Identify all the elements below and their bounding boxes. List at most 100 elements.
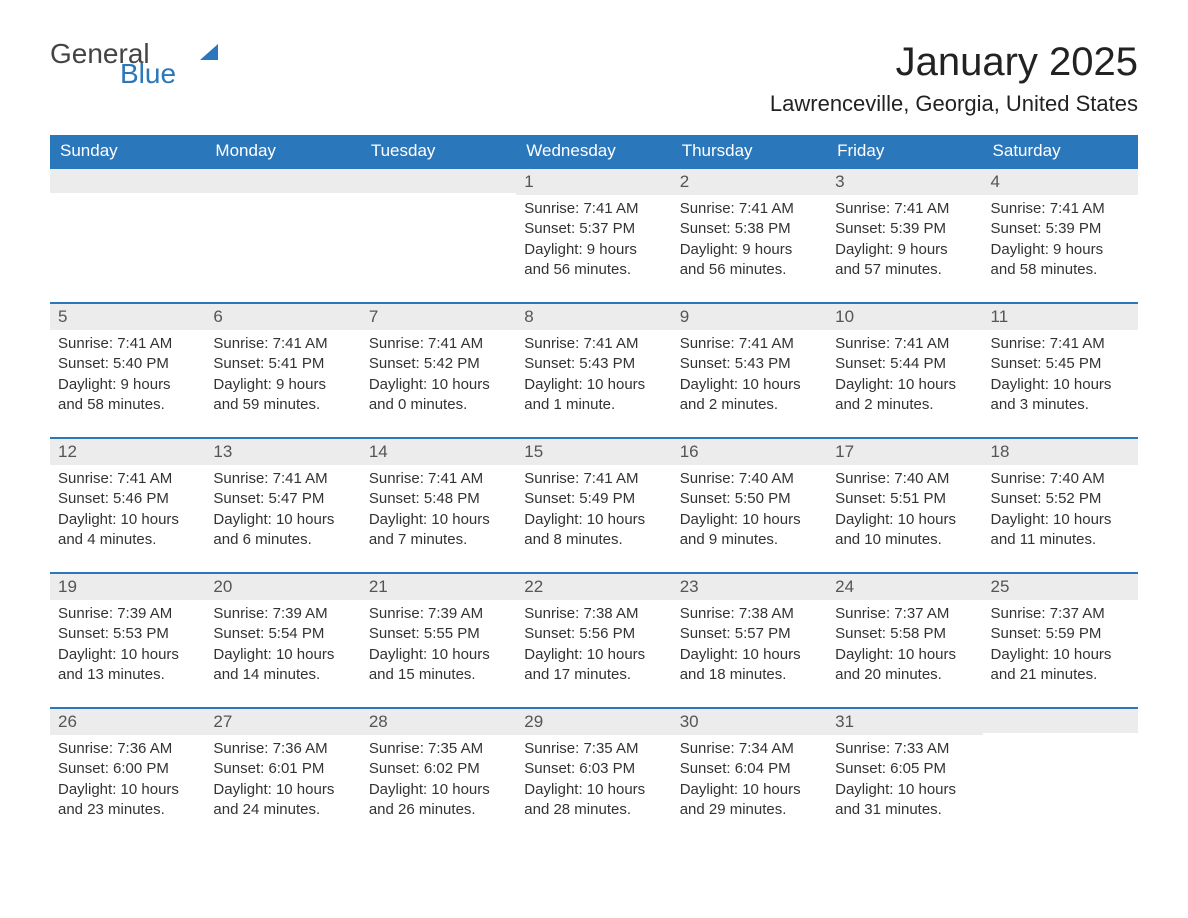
day-body: Sunrise: 7:39 AMSunset: 5:53 PMDaylight:…: [50, 600, 205, 707]
day-body: Sunrise: 7:41 AMSunset: 5:48 PMDaylight:…: [361, 465, 516, 572]
day-number: [205, 169, 360, 193]
calendar-cell: 29Sunrise: 7:35 AMSunset: 6:03 PMDayligh…: [516, 708, 671, 842]
day-sunrise: Sunrise: 7:36 AM: [58, 739, 197, 759]
calendar-cell: 13Sunrise: 7:41 AMSunset: 5:47 PMDayligh…: [205, 438, 360, 573]
day-body: Sunrise: 7:41 AMSunset: 5:37 PMDaylight:…: [516, 195, 671, 302]
day-body: Sunrise: 7:36 AMSunset: 6:00 PMDaylight:…: [50, 735, 205, 842]
day-sunset: Sunset: 5:55 PM: [369, 624, 508, 644]
day-sunset: Sunset: 5:47 PM: [213, 489, 352, 509]
day-sunset: Sunset: 5:54 PM: [213, 624, 352, 644]
day-number: [50, 169, 205, 193]
day-body: Sunrise: 7:41 AMSunset: 5:47 PMDaylight:…: [205, 465, 360, 572]
day-body: Sunrise: 7:39 AMSunset: 5:54 PMDaylight:…: [205, 600, 360, 707]
day-daylight: Daylight: 10 hours and 18 minutes.: [680, 645, 819, 686]
day-sunrise: Sunrise: 7:41 AM: [524, 334, 663, 354]
calendar-cell: 25Sunrise: 7:37 AMSunset: 5:59 PMDayligh…: [983, 573, 1138, 708]
day-sunrise: Sunrise: 7:41 AM: [58, 469, 197, 489]
calendar-week: 1Sunrise: 7:41 AMSunset: 5:37 PMDaylight…: [50, 168, 1138, 303]
day-sunset: Sunset: 6:02 PM: [369, 759, 508, 779]
calendar-cell: 22Sunrise: 7:38 AMSunset: 5:56 PMDayligh…: [516, 573, 671, 708]
calendar-cell-empty: [983, 708, 1138, 842]
day-number: 28: [361, 709, 516, 735]
day-number: 20: [205, 574, 360, 600]
day-sunset: Sunset: 6:03 PM: [524, 759, 663, 779]
day-number: 27: [205, 709, 360, 735]
day-sunset: Sunset: 5:59 PM: [991, 624, 1130, 644]
day-body: Sunrise: 7:41 AMSunset: 5:42 PMDaylight:…: [361, 330, 516, 437]
day-body: Sunrise: 7:41 AMSunset: 5:40 PMDaylight:…: [50, 330, 205, 437]
dow-saturday: Saturday: [983, 135, 1138, 168]
day-daylight: Daylight: 10 hours and 23 minutes.: [58, 780, 197, 821]
day-sunset: Sunset: 5:39 PM: [991, 219, 1130, 239]
day-sunrise: Sunrise: 7:36 AM: [213, 739, 352, 759]
day-sunrise: Sunrise: 7:35 AM: [369, 739, 508, 759]
day-number: 17: [827, 439, 982, 465]
day-number: 14: [361, 439, 516, 465]
day-number: 29: [516, 709, 671, 735]
day-daylight: Daylight: 10 hours and 2 minutes.: [680, 375, 819, 416]
day-number: 30: [672, 709, 827, 735]
day-number: 31: [827, 709, 982, 735]
calendar-cell: 24Sunrise: 7:37 AMSunset: 5:58 PMDayligh…: [827, 573, 982, 708]
day-sunrise: Sunrise: 7:41 AM: [680, 199, 819, 219]
day-sunset: Sunset: 5:49 PM: [524, 489, 663, 509]
day-sunrise: Sunrise: 7:41 AM: [213, 334, 352, 354]
day-body: Sunrise: 7:41 AMSunset: 5:39 PMDaylight:…: [983, 195, 1138, 302]
day-sunset: Sunset: 5:51 PM: [835, 489, 974, 509]
day-number: 13: [205, 439, 360, 465]
day-body: Sunrise: 7:40 AMSunset: 5:52 PMDaylight:…: [983, 465, 1138, 572]
day-sunset: Sunset: 6:01 PM: [213, 759, 352, 779]
dow-monday: Monday: [205, 135, 360, 168]
day-body: Sunrise: 7:41 AMSunset: 5:41 PMDaylight:…: [205, 330, 360, 437]
day-sunset: Sunset: 5:46 PM: [58, 489, 197, 509]
day-body: Sunrise: 7:35 AMSunset: 6:02 PMDaylight:…: [361, 735, 516, 842]
day-body: Sunrise: 7:40 AMSunset: 5:50 PMDaylight:…: [672, 465, 827, 572]
calendar-cell: 5Sunrise: 7:41 AMSunset: 5:40 PMDaylight…: [50, 303, 205, 438]
day-sunrise: Sunrise: 7:41 AM: [58, 334, 197, 354]
day-body: Sunrise: 7:41 AMSunset: 5:38 PMDaylight:…: [672, 195, 827, 302]
calendar-week: 26Sunrise: 7:36 AMSunset: 6:00 PMDayligh…: [50, 708, 1138, 842]
day-number: 19: [50, 574, 205, 600]
calendar-cell: 27 Sunrise: 7:36 AMSunset: 6:01 PMDayligh…: [205, 708, 360, 842]
day-number: 1: [516, 169, 671, 195]
day-daylight: Daylight: 10 hours and 28 minutes.: [524, 780, 663, 821]
day-sunset: Sunset: 5:43 PM: [680, 354, 819, 374]
day-daylight: Daylight: 10 hours and 20 minutes.: [835, 645, 974, 686]
brand-flag-icon: [178, 40, 218, 73]
calendar-cell: 11Sunrise: 7:41 AMSunset: 5:45 PMDayligh…: [983, 303, 1138, 438]
day-body: Sunrise: 7:41 AMSunset: 5:43 PMDaylight:…: [516, 330, 671, 437]
calendar-cell: 17Sunrise: 7:40 AMSunset: 5:51 PMDayligh…: [827, 438, 982, 573]
calendar-cell: 8Sunrise: 7:41 AMSunset: 5:43 PMDaylight…: [516, 303, 671, 438]
page-header: General Blue January 2025 Lawrenceville,…: [50, 40, 1138, 127]
day-number: 5: [50, 304, 205, 330]
calendar-cell: 12Sunrise: 7:41 AMSunset: 5:46 PMDayligh…: [50, 438, 205, 573]
calendar-cell-empty: [50, 168, 205, 303]
day-body: Sunrise: 7:39 AMSunset: 5:55 PMDaylight:…: [361, 600, 516, 707]
day-number: [361, 169, 516, 193]
day-sunrise: Sunrise: 7:41 AM: [991, 199, 1130, 219]
calendar-cell: 14Sunrise: 7:41 AMSunset: 5:48 PMDayligh…: [361, 438, 516, 573]
calendar-cell: 26Sunrise: 7:36 AMSunset: 6:00 PMDayligh…: [50, 708, 205, 842]
day-daylight: Daylight: 10 hours and 24 minutes.: [213, 780, 352, 821]
day-number: 11: [983, 304, 1138, 330]
day-number: 9: [672, 304, 827, 330]
day-body: Sunrise: 7:41 AMSunset: 5:44 PMDaylight:…: [827, 330, 982, 437]
day-daylight: Daylight: 9 hours and 59 minutes.: [213, 375, 352, 416]
day-sunrise: Sunrise: 7:40 AM: [835, 469, 974, 489]
day-body: Sunrise: 7:38 AMSunset: 5:57 PMDaylight:…: [672, 600, 827, 707]
day-body: [983, 733, 1138, 829]
day-daylight: Daylight: 10 hours and 31 minutes.: [835, 780, 974, 821]
day-sunrise: Sunrise: 7:37 AM: [835, 604, 974, 624]
day-sunrise: Sunrise: 7:41 AM: [991, 334, 1130, 354]
day-sunrise: Sunrise: 7:34 AM: [680, 739, 819, 759]
day-number: 23: [672, 574, 827, 600]
day-body: Sunrise: 7:41 AMSunset: 5:49 PMDaylight:…: [516, 465, 671, 572]
day-number: 12: [50, 439, 205, 465]
day-number: 24: [827, 574, 982, 600]
day-sunset: Sunset: 6:04 PM: [680, 759, 819, 779]
day-number: 25: [983, 574, 1138, 600]
calendar-cell: 16Sunrise: 7:40 AMSunset: 5:50 PMDayligh…: [672, 438, 827, 573]
calendar-cell: 31Sunrise: 7:33 AMSunset: 6:05 PMDayligh…: [827, 708, 982, 842]
day-sunset: Sunset: 6:05 PM: [835, 759, 974, 779]
day-sunrise: Sunrise: 7:41 AM: [369, 334, 508, 354]
